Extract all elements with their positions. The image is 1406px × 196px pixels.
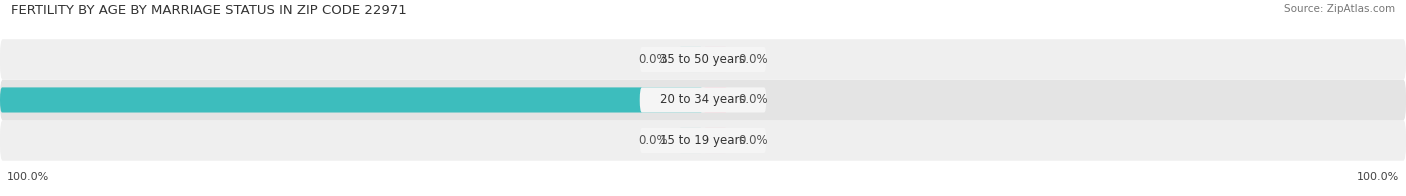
Text: 15 to 19 years: 15 to 19 years: [661, 134, 745, 147]
FancyBboxPatch shape: [0, 80, 1406, 120]
Text: 0.0%: 0.0%: [738, 53, 768, 66]
Text: 35 to 50 years: 35 to 50 years: [661, 53, 745, 66]
Text: 100.0%: 100.0%: [1357, 172, 1399, 182]
Text: 100.0%: 100.0%: [7, 172, 49, 182]
FancyBboxPatch shape: [640, 128, 766, 153]
FancyBboxPatch shape: [678, 47, 703, 72]
Text: 0.0%: 0.0%: [738, 134, 768, 147]
FancyBboxPatch shape: [0, 39, 1406, 80]
FancyBboxPatch shape: [703, 87, 728, 113]
Text: 0.0%: 0.0%: [738, 93, 768, 106]
FancyBboxPatch shape: [0, 87, 703, 113]
Text: 0.0%: 0.0%: [638, 53, 668, 66]
FancyBboxPatch shape: [0, 120, 1406, 161]
FancyBboxPatch shape: [640, 87, 766, 113]
Text: 0.0%: 0.0%: [638, 134, 668, 147]
FancyBboxPatch shape: [703, 47, 728, 72]
Text: Source: ZipAtlas.com: Source: ZipAtlas.com: [1284, 4, 1395, 14]
FancyBboxPatch shape: [703, 128, 728, 153]
FancyBboxPatch shape: [678, 128, 703, 153]
FancyBboxPatch shape: [640, 47, 766, 72]
Text: FERTILITY BY AGE BY MARRIAGE STATUS IN ZIP CODE 22971: FERTILITY BY AGE BY MARRIAGE STATUS IN Z…: [11, 4, 406, 17]
Text: 20 to 34 years: 20 to 34 years: [661, 93, 745, 106]
